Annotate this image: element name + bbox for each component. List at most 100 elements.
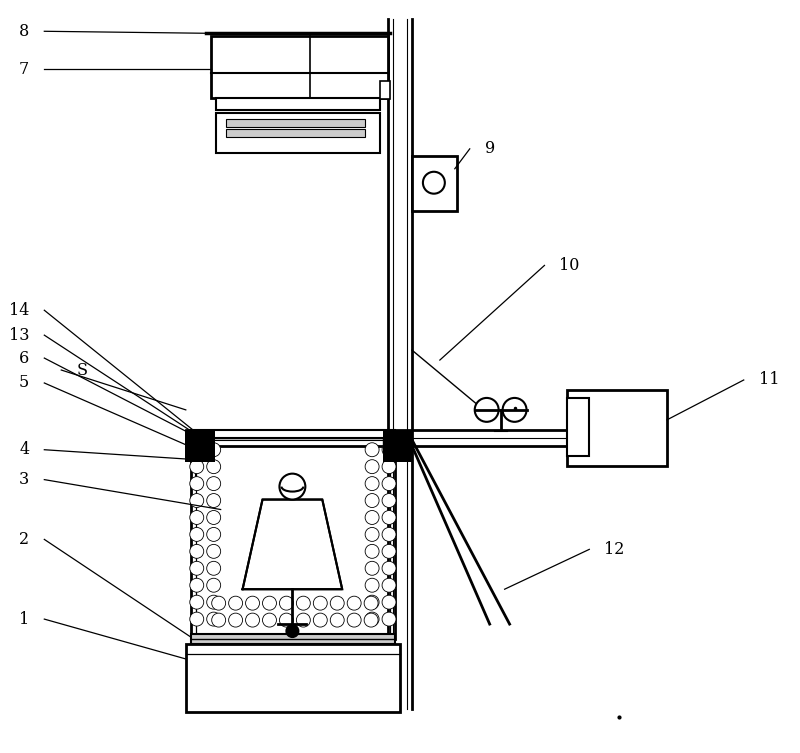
Circle shape <box>314 596 327 610</box>
Circle shape <box>474 398 498 422</box>
Circle shape <box>502 398 526 422</box>
Bar <box>216 113 380 153</box>
Bar <box>567 390 667 465</box>
Circle shape <box>382 443 396 457</box>
Text: 10: 10 <box>559 257 580 274</box>
Circle shape <box>365 493 379 508</box>
Text: 1: 1 <box>19 611 30 627</box>
Circle shape <box>365 459 379 474</box>
Circle shape <box>364 613 378 627</box>
Circle shape <box>190 477 204 490</box>
Circle shape <box>190 511 204 524</box>
Text: 3: 3 <box>19 471 30 488</box>
Polygon shape <box>242 499 342 589</box>
Circle shape <box>365 527 379 541</box>
Bar <box>412 156 457 211</box>
Circle shape <box>286 625 298 637</box>
Circle shape <box>382 477 396 490</box>
Circle shape <box>190 544 204 558</box>
Circle shape <box>279 474 306 499</box>
Circle shape <box>206 443 221 457</box>
Text: S: S <box>76 361 87 379</box>
Circle shape <box>365 578 379 592</box>
Circle shape <box>330 596 344 610</box>
Circle shape <box>246 596 259 610</box>
Bar <box>210 36 388 98</box>
Text: 6: 6 <box>19 349 30 367</box>
Circle shape <box>206 493 221 508</box>
Circle shape <box>347 596 361 610</box>
Circle shape <box>423 172 445 194</box>
Circle shape <box>190 443 204 457</box>
Circle shape <box>382 544 396 558</box>
Circle shape <box>229 596 242 610</box>
Circle shape <box>382 493 396 508</box>
Circle shape <box>382 459 396 474</box>
Bar <box>216 98 380 110</box>
Bar <box>186 644 400 712</box>
Circle shape <box>364 596 378 610</box>
Circle shape <box>365 544 379 558</box>
Text: 12: 12 <box>604 541 625 558</box>
Circle shape <box>365 443 379 457</box>
Circle shape <box>190 527 204 541</box>
Text: 5: 5 <box>19 374 30 392</box>
Text: 4: 4 <box>19 441 30 459</box>
Circle shape <box>365 612 379 626</box>
Circle shape <box>190 612 204 626</box>
Circle shape <box>190 561 204 575</box>
Text: 14: 14 <box>9 302 30 319</box>
Text: 9: 9 <box>485 140 495 157</box>
Bar <box>190 430 395 437</box>
Circle shape <box>314 613 327 627</box>
Circle shape <box>206 511 221 524</box>
Circle shape <box>296 613 310 627</box>
Bar <box>226 119 365 127</box>
Bar <box>380 81 390 99</box>
Circle shape <box>347 613 361 627</box>
Bar <box>383 430 413 462</box>
Bar <box>186 430 659 446</box>
Circle shape <box>382 561 396 575</box>
Circle shape <box>382 527 396 541</box>
Circle shape <box>382 612 396 626</box>
Circle shape <box>382 578 396 592</box>
Text: 13: 13 <box>9 327 30 343</box>
Circle shape <box>206 544 221 558</box>
Circle shape <box>206 612 221 626</box>
Circle shape <box>365 595 379 609</box>
Circle shape <box>206 561 221 575</box>
Bar <box>190 634 395 644</box>
Text: 8: 8 <box>19 23 30 40</box>
Circle shape <box>365 511 379 524</box>
Circle shape <box>190 578 204 592</box>
Circle shape <box>262 596 277 610</box>
Circle shape <box>229 613 242 627</box>
Circle shape <box>365 561 379 575</box>
Circle shape <box>212 613 226 627</box>
Circle shape <box>246 613 259 627</box>
Bar <box>185 430 214 462</box>
Circle shape <box>365 477 379 490</box>
Bar <box>226 129 365 137</box>
Circle shape <box>296 596 310 610</box>
Circle shape <box>206 527 221 541</box>
Circle shape <box>206 578 221 592</box>
Circle shape <box>190 595 204 609</box>
Circle shape <box>279 596 294 610</box>
Circle shape <box>382 595 396 609</box>
Circle shape <box>190 459 204 474</box>
Circle shape <box>190 493 204 508</box>
Circle shape <box>206 459 221 474</box>
Bar <box>388 430 412 446</box>
Text: 2: 2 <box>19 531 30 548</box>
Circle shape <box>262 613 277 627</box>
Text: 7: 7 <box>19 61 30 78</box>
Circle shape <box>382 511 396 524</box>
Bar <box>567 398 590 456</box>
Circle shape <box>330 613 344 627</box>
Text: 11: 11 <box>758 371 779 389</box>
Circle shape <box>206 477 221 490</box>
Circle shape <box>279 613 294 627</box>
Circle shape <box>206 595 221 609</box>
